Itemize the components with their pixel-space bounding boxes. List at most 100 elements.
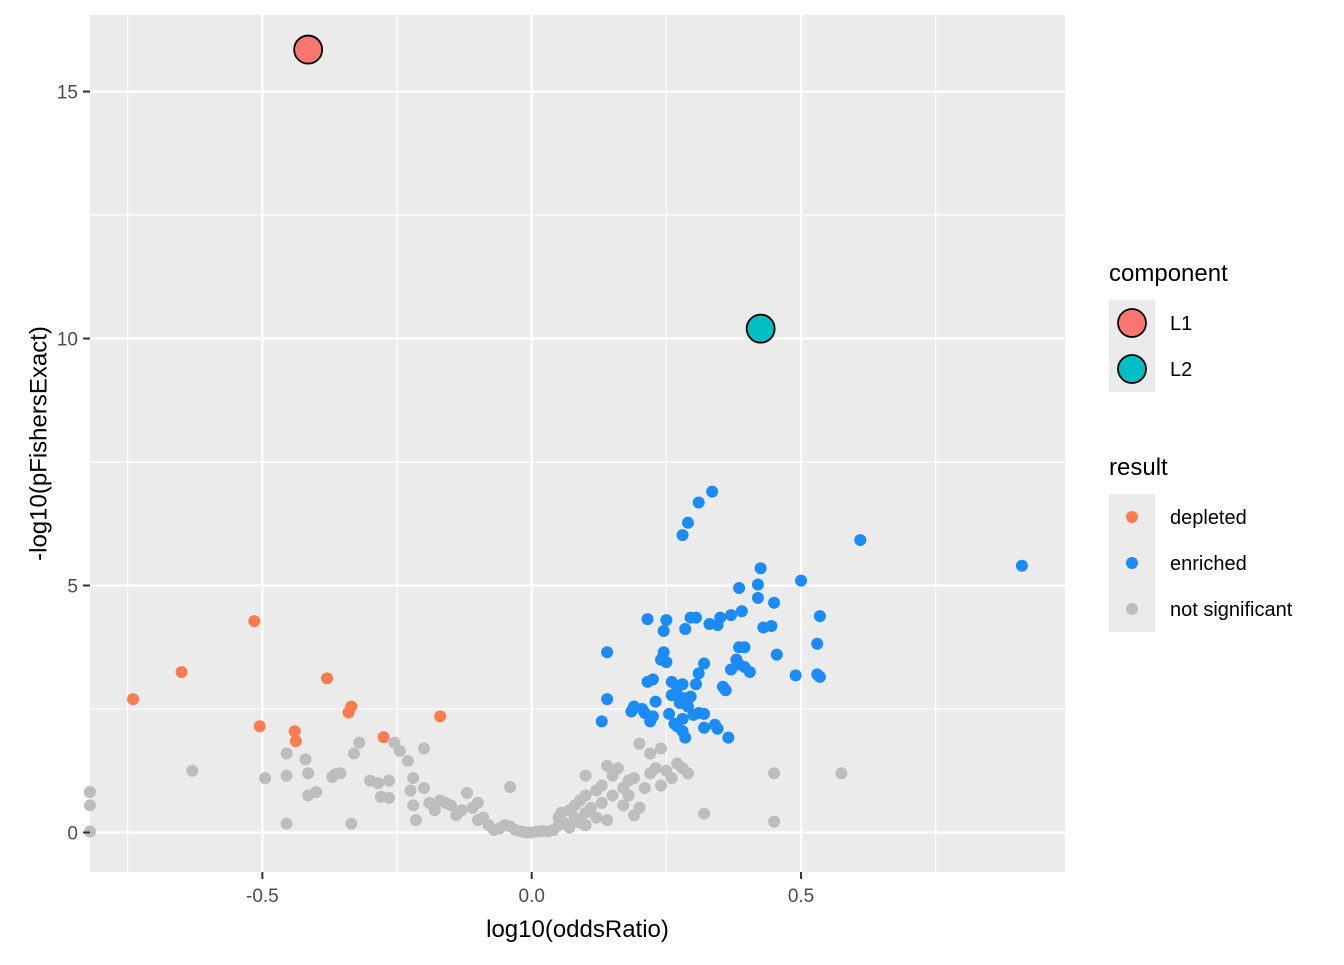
data-point-not-significant	[563, 821, 576, 834]
data-point-not-significant	[280, 747, 293, 760]
y-axis-title: -log10(pFishersExact)	[25, 326, 52, 561]
data-point-not-significant	[444, 799, 457, 812]
data-point-not-significant	[393, 744, 406, 757]
data-point-not-significant	[681, 767, 694, 780]
data-point-enriched	[735, 605, 748, 618]
data-point-not-significant	[407, 772, 420, 785]
data-point-not-significant	[628, 772, 641, 785]
plot-panel	[90, 15, 1065, 872]
data-point-not-significant	[579, 789, 592, 802]
y-tick-label: 5	[67, 577, 78, 598]
data-point-depleted	[342, 706, 355, 719]
data-point-enriched	[692, 667, 705, 680]
data-point-not-significant	[633, 801, 646, 814]
data-point-not-significant	[310, 785, 323, 798]
data-point-enriched	[738, 641, 751, 654]
data-point-not-significant	[698, 807, 711, 820]
data-point-depleted	[377, 731, 390, 744]
data-point-enriched	[719, 684, 732, 697]
data-point-enriched	[679, 731, 692, 744]
component-point-l2	[745, 313, 776, 344]
data-point-enriched	[601, 693, 614, 706]
data-point-not-significant	[471, 796, 484, 809]
data-point-not-significant	[595, 779, 608, 792]
data-point-enriched	[1015, 559, 1028, 572]
data-point-enriched	[725, 609, 738, 622]
data-point-depleted	[288, 725, 301, 738]
data-point-not-significant	[417, 782, 430, 795]
data-point-not-significant	[622, 789, 635, 802]
data-points	[84, 34, 1028, 839]
legend-label-l1: L1	[1170, 313, 1192, 335]
legend-key-l2	[1117, 354, 1147, 384]
data-point-not-significant	[401, 754, 414, 767]
legend-title-result: result	[1109, 454, 1168, 481]
data-point-not-significant	[504, 781, 517, 794]
y-tick-label: 0	[67, 823, 78, 844]
data-point-enriched	[641, 613, 654, 626]
data-point-enriched	[711, 722, 724, 735]
data-point-not-significant	[299, 753, 312, 766]
axes: -0.5 0.0 0.5 0 5 10 15	[57, 83, 814, 907]
x-axis-title: log10(oddsRatio)	[486, 916, 669, 943]
data-point-enriched	[681, 516, 694, 529]
data-point-enriched	[625, 705, 638, 718]
y-tick-label: 15	[57, 83, 78, 104]
data-point-not-significant	[455, 804, 468, 817]
data-point-enriched	[706, 485, 719, 498]
data-point-enriched	[811, 637, 824, 650]
legend-key-depleted	[1126, 511, 1138, 523]
data-point-not-significant	[84, 785, 96, 798]
data-point-not-significant	[638, 782, 651, 795]
data-point-not-significant	[461, 786, 474, 799]
data-point-not-significant	[601, 759, 614, 772]
data-point-not-significant	[302, 767, 315, 780]
data-point-not-significant	[579, 819, 592, 832]
component-point-l1	[293, 34, 324, 65]
data-point-not-significant	[601, 814, 614, 827]
data-point-enriched	[765, 620, 778, 633]
data-point-not-significant	[280, 769, 293, 782]
data-point-enriched	[660, 614, 673, 627]
data-point-enriched	[725, 663, 738, 676]
data-point-not-significant	[259, 772, 272, 785]
data-point-enriched	[751, 578, 764, 591]
data-point-enriched	[644, 715, 657, 728]
data-point-not-significant	[768, 767, 781, 780]
data-point-enriched	[743, 665, 756, 678]
data-point-not-significant	[590, 811, 603, 824]
legend-title-component: component	[1109, 260, 1228, 287]
data-point-depleted	[253, 720, 266, 733]
data-point-enriched	[660, 656, 673, 669]
data-point-not-significant	[649, 762, 662, 775]
data-point-enriched	[795, 574, 808, 587]
data-point-not-significant	[347, 747, 360, 760]
data-point-depleted	[321, 672, 334, 685]
data-point-enriched	[601, 646, 614, 659]
data-point-enriched	[690, 678, 703, 691]
data-point-depleted	[289, 735, 302, 748]
legends: component L1 L2 result depleted enriched not s…	[1109, 260, 1293, 632]
data-point-enriched	[657, 624, 670, 637]
legend-key-l1	[1117, 308, 1147, 338]
data-point-not-significant	[555, 806, 568, 819]
data-point-enriched	[649, 695, 662, 708]
x-tick-label: 0.0	[519, 886, 545, 907]
data-point-not-significant	[665, 772, 678, 785]
data-point-not-significant	[409, 814, 422, 827]
legend-label-depleted: depleted	[1170, 507, 1247, 529]
gridlines	[90, 15, 1065, 872]
data-point-enriched	[722, 731, 735, 744]
data-point-enriched	[733, 581, 746, 594]
y-tick-label: 10	[57, 330, 78, 351]
data-point-depleted	[175, 665, 188, 678]
data-point-not-significant	[579, 769, 592, 782]
data-point-not-significant	[595, 796, 608, 809]
data-point-enriched	[698, 707, 711, 720]
data-point-enriched	[698, 721, 711, 734]
data-point-depleted	[248, 615, 261, 628]
x-tick-label: -0.5	[246, 886, 279, 907]
data-point-not-significant	[382, 791, 395, 804]
